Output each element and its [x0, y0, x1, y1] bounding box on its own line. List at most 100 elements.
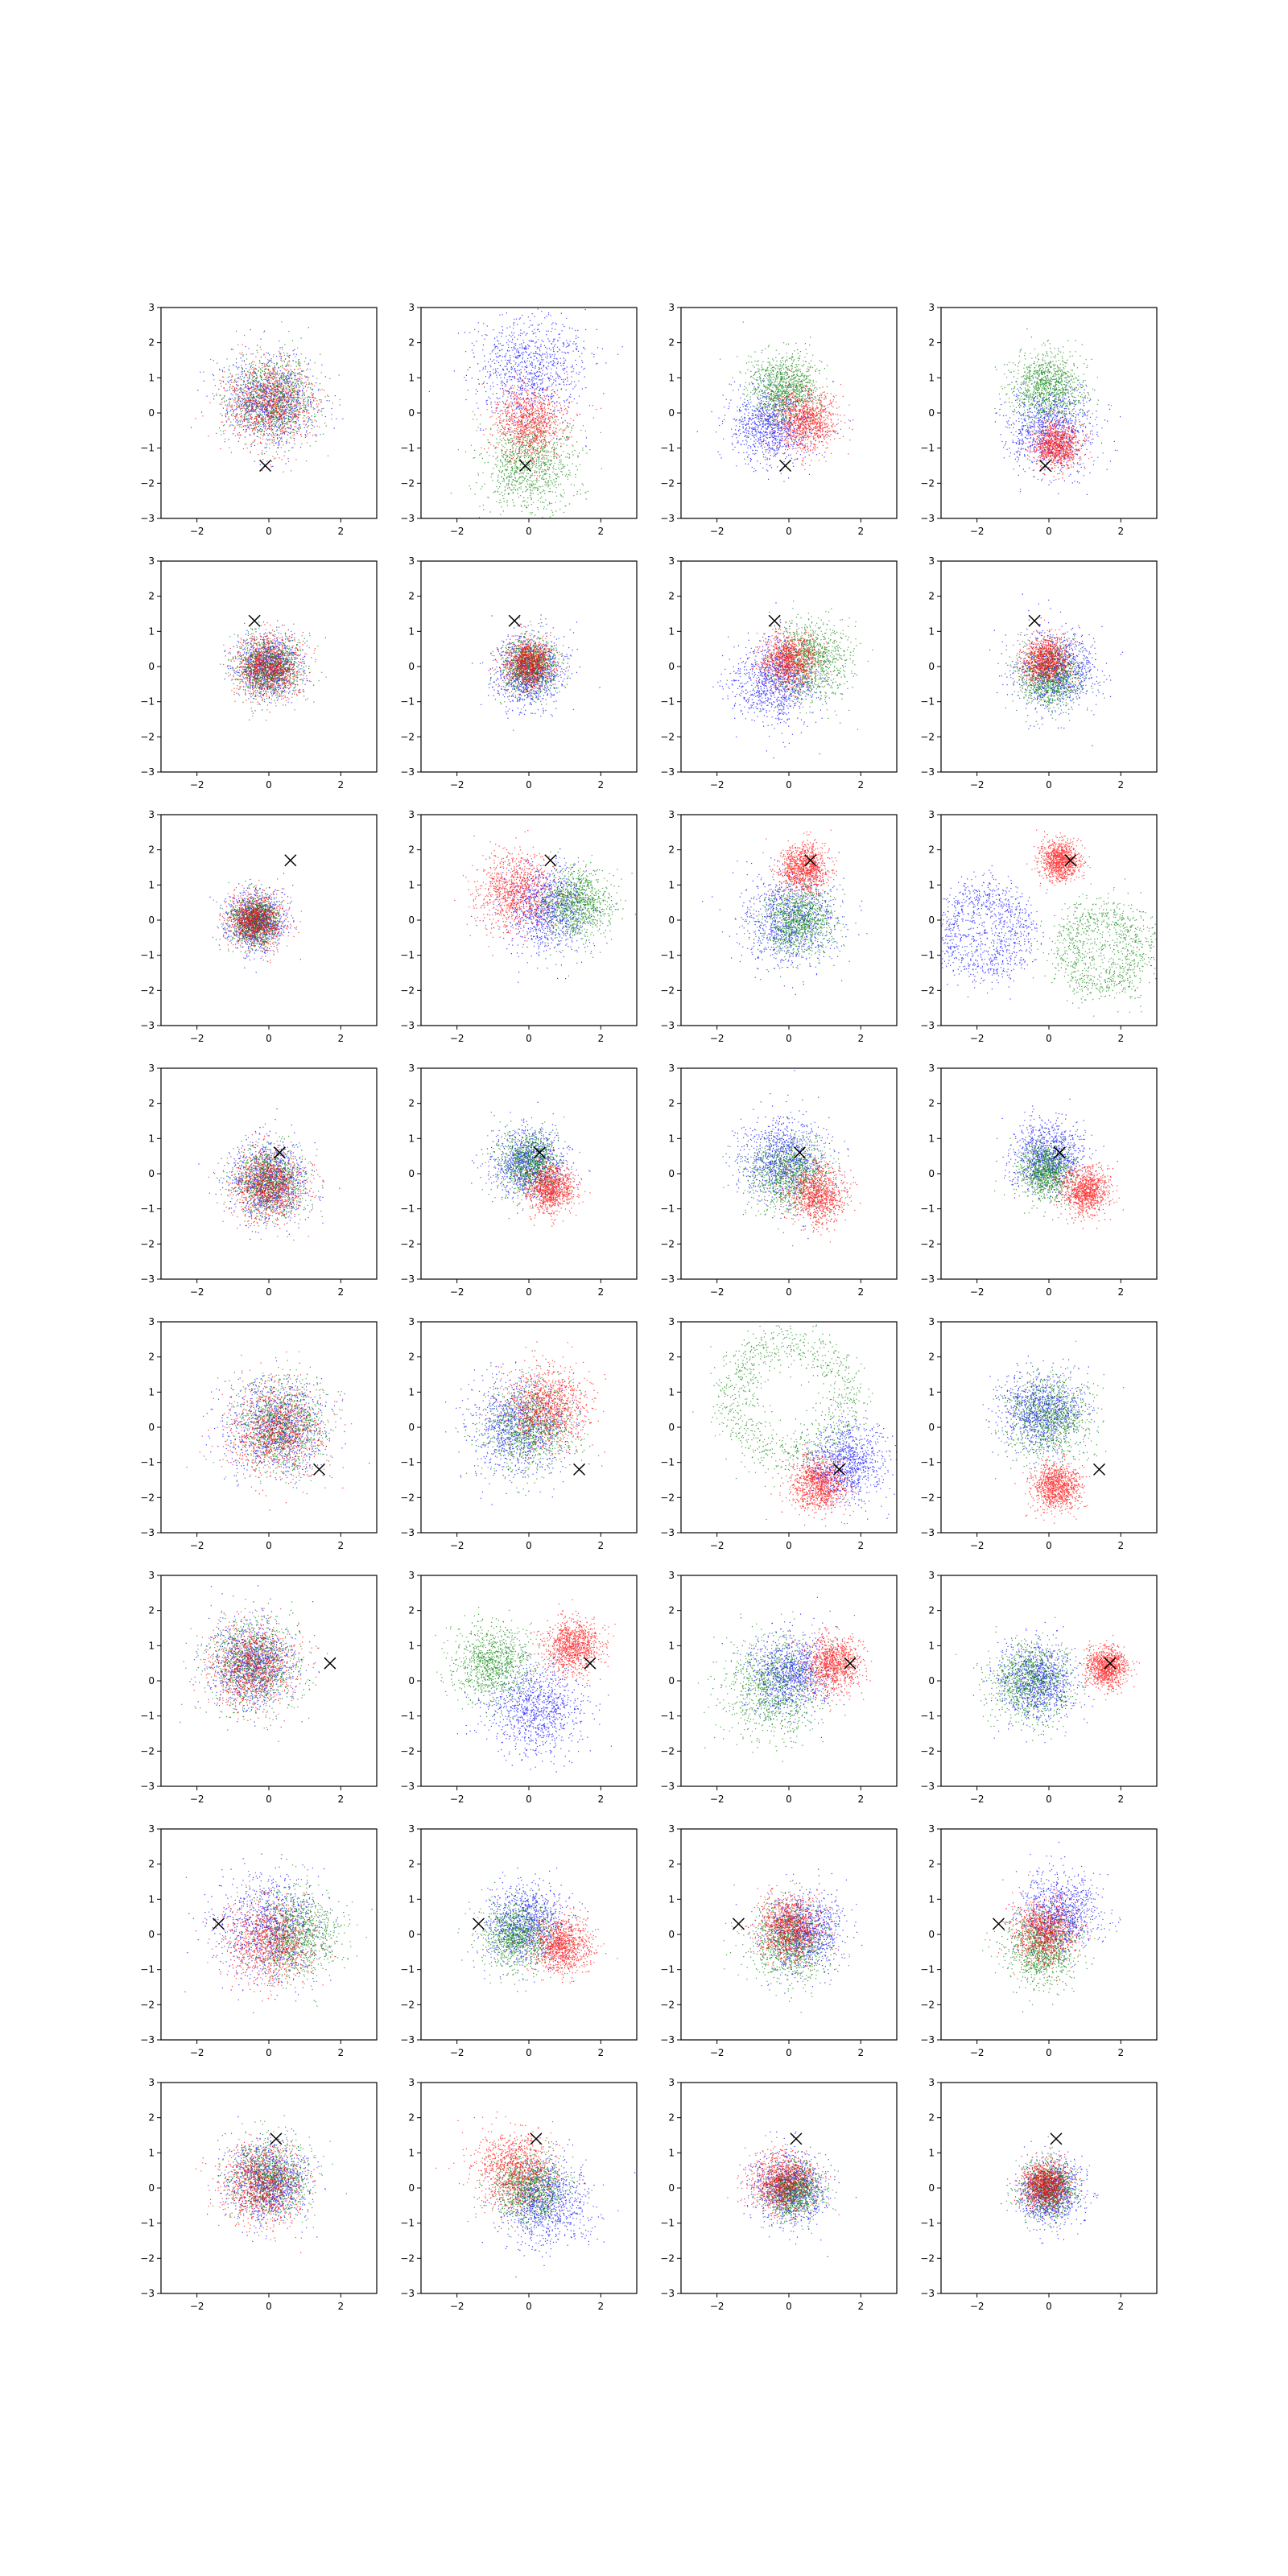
scatter-points-red: [1005, 619, 1082, 696]
y-tick-label: 0: [668, 407, 675, 419]
y-tick-label: −2: [920, 2252, 935, 2264]
point-cloud-group: [727, 2131, 857, 2257]
y-tick-label: −1: [400, 1711, 415, 1722]
scatter-points-green: [215, 881, 291, 963]
subplot-r4-c2: −2 0 2 −3 −2 −1 0 1 2 3: [400, 1063, 638, 1298]
x-tick-label: 0: [526, 526, 532, 537]
scatter-points-blue: [941, 865, 1055, 1000]
y-tick-label: −1: [660, 443, 675, 454]
y-tick-label: 0: [928, 914, 935, 926]
cloud-green: [720, 321, 832, 444]
x-tick-label: 2: [1118, 526, 1125, 537]
cloud-blue: [982, 1356, 1098, 1479]
x-tick-label: −2: [710, 526, 724, 537]
point-cloud-group: [989, 593, 1124, 747]
axes-frame: [420, 1321, 638, 1534]
y-tick-label: −2: [140, 985, 155, 996]
cloud-red: [1005, 619, 1082, 696]
x-tick-label: 0: [266, 779, 272, 791]
scatter-points-red: [436, 2112, 586, 2231]
scatter-points-green: [753, 601, 873, 730]
x-tick-label: 2: [338, 526, 345, 537]
y-tick-label: −1: [920, 950, 935, 961]
y-tick-label: 3: [928, 1316, 935, 1327]
y-tick-label: 1: [408, 2147, 415, 2158]
x-marker: [793, 1146, 806, 1159]
cloud-green: [982, 1882, 1096, 2013]
cloud-blue: [696, 364, 851, 482]
y-tick-label: −3: [140, 2288, 155, 2299]
y-tick-label: −2: [920, 1745, 935, 1757]
point-cloud-group: [941, 829, 1157, 1017]
scatter-points-green: [982, 1882, 1096, 2013]
y-tick-label: −2: [140, 1238, 155, 1249]
x-marker: [544, 854, 557, 867]
x-marker: [270, 2132, 283, 2145]
y-tick-label: −1: [660, 1457, 675, 1468]
cloud-green: [1032, 878, 1157, 1017]
cloud-blue: [702, 851, 868, 996]
x-tick-label: 0: [526, 2301, 532, 2312]
y-tick-label: −2: [400, 1745, 415, 1757]
y-tick-label: 3: [668, 1570, 675, 1581]
y-tick-label: −3: [920, 1781, 935, 1792]
y-tick-label: 3: [408, 555, 415, 567]
x-tick-label: −2: [970, 1286, 985, 1298]
axes-frame: [160, 1828, 378, 2041]
point-cloud-group: [702, 829, 868, 996]
x-tick-label: 2: [858, 1540, 865, 1551]
scatter-points-green: [457, 1875, 579, 1992]
y-tick-label: 2: [408, 844, 415, 856]
y-tick-label: 1: [668, 1640, 675, 1651]
scatter-points-red: [1021, 411, 1092, 481]
subplot-r1-c4: −2 0 2 −3 −2 −1 0 1 2 3: [920, 302, 1158, 537]
x-marker: [732, 1918, 745, 1930]
scatter-points-red: [792, 1615, 873, 1711]
y-tick-label: 2: [668, 1605, 675, 1616]
x-tick-label: 0: [786, 1286, 792, 1298]
y-tick-label: −2: [660, 731, 675, 742]
cloud-blue: [941, 865, 1055, 1000]
y-tick-label: 0: [408, 1422, 415, 1433]
x-tick-label: −2: [190, 1286, 204, 1298]
scatter-points-green: [526, 851, 636, 976]
y-tick-label: −3: [920, 2034, 935, 2046]
y-tick-label: 3: [928, 555, 935, 567]
y-tick-label: −1: [140, 2218, 155, 2229]
x-tick-label: 2: [338, 2301, 345, 2312]
scatter-points-green: [234, 1864, 367, 2007]
y-tick-label: −1: [140, 950, 155, 961]
y-tick-label: −2: [400, 2252, 415, 2264]
cloud-red: [733, 1880, 843, 1971]
cloud-red: [512, 1901, 618, 1984]
y-tick-label: −3: [920, 766, 935, 778]
y-tick-label: 3: [668, 1823, 675, 1835]
scatter-points-blue: [702, 851, 868, 996]
y-tick-label: −3: [400, 513, 415, 524]
point-cloud-group: [195, 2115, 347, 2253]
y-tick-label: 2: [408, 1859, 415, 1870]
cloud-red: [526, 1599, 616, 1685]
y-tick-label: −3: [140, 1781, 155, 1792]
scatter-points-red: [481, 1341, 606, 1466]
y-tick-label: −1: [920, 1711, 935, 1722]
cloud-green: [1005, 631, 1105, 729]
y-tick-label: 2: [148, 591, 155, 602]
y-tick-label: 2: [408, 591, 415, 602]
y-tick-label: 3: [408, 2077, 415, 2088]
cloud-red: [473, 363, 602, 485]
y-tick-label: 0: [148, 914, 155, 926]
y-tick-label: −3: [400, 2288, 415, 2299]
y-tick-label: 3: [148, 1823, 155, 1835]
x-tick-label: 2: [598, 2047, 605, 2058]
cloud-blue: [725, 1070, 849, 1240]
x-tick-label: 2: [598, 2301, 605, 2312]
x-tick-label: −2: [450, 779, 464, 791]
y-tick-label: 2: [148, 337, 155, 349]
x-marker: [324, 1657, 336, 1670]
y-tick-label: −1: [140, 696, 155, 708]
scatter-points-blue: [471, 1101, 591, 1214]
x-tick-label: 0: [786, 526, 792, 537]
x-tick-label: 0: [786, 1033, 792, 1044]
